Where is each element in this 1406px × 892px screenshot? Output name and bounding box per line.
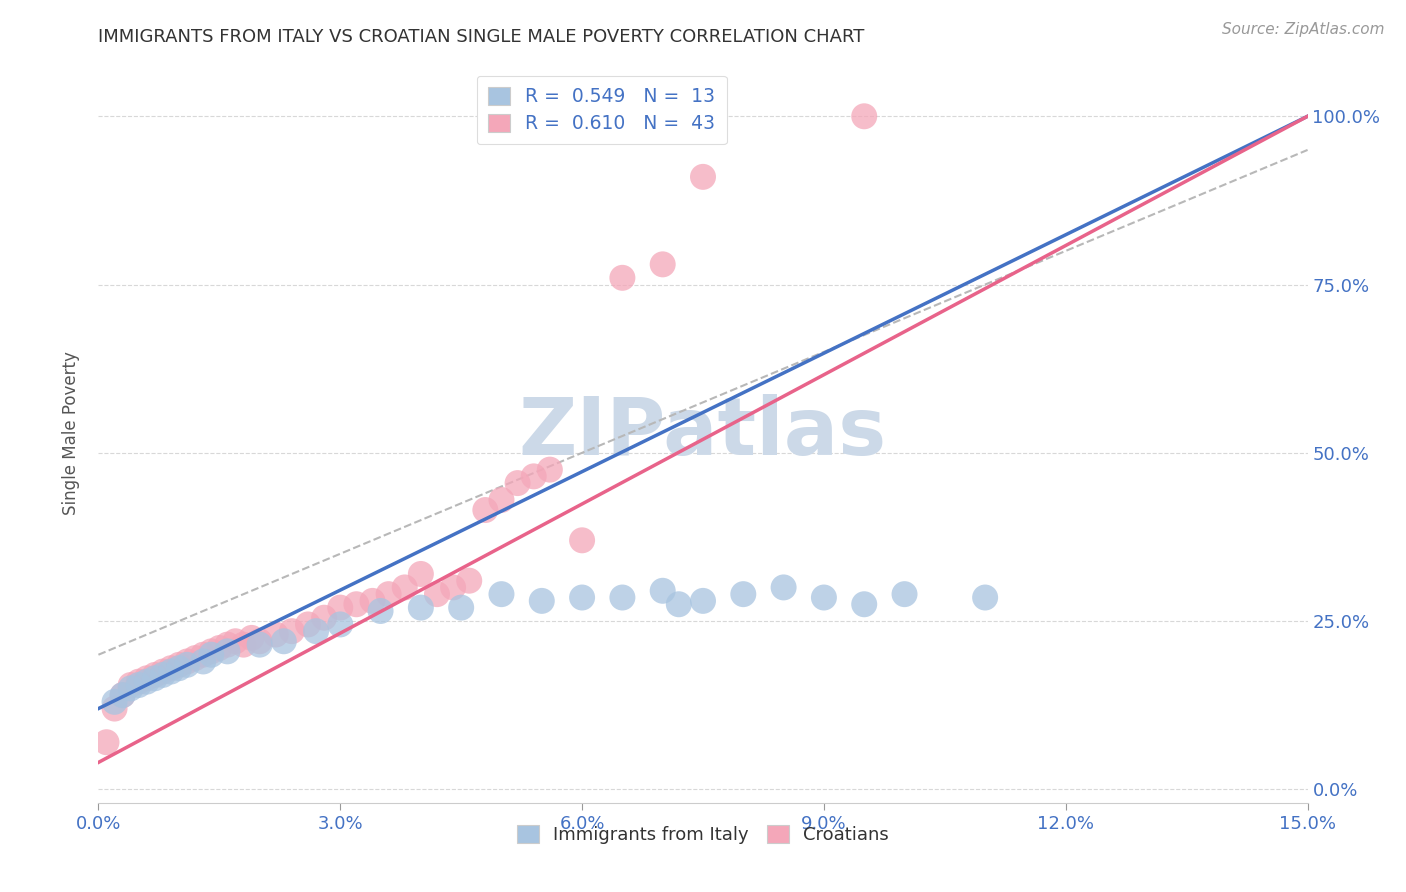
Point xyxy=(120,681,142,696)
Text: ZIPatlas: ZIPatlas xyxy=(519,393,887,472)
Point xyxy=(377,587,399,601)
Point xyxy=(329,617,352,632)
Point xyxy=(297,617,319,632)
Point xyxy=(571,591,593,605)
Point xyxy=(152,665,174,679)
Point xyxy=(193,648,215,662)
Point xyxy=(361,594,384,608)
Point xyxy=(409,566,432,581)
Point xyxy=(370,604,392,618)
Point xyxy=(305,624,328,639)
Legend: Immigrants from Italy, Croatians: Immigrants from Italy, Croatians xyxy=(508,816,898,853)
Point xyxy=(167,657,190,672)
Point xyxy=(152,668,174,682)
Point xyxy=(329,600,352,615)
Point xyxy=(273,634,295,648)
Point xyxy=(853,109,876,123)
Point xyxy=(217,644,239,658)
Y-axis label: Single Male Poverty: Single Male Poverty xyxy=(62,351,80,515)
Point xyxy=(111,688,134,702)
Point xyxy=(692,169,714,184)
Point xyxy=(264,627,287,641)
Point xyxy=(167,661,190,675)
Point xyxy=(491,587,513,601)
Point xyxy=(394,581,416,595)
Point xyxy=(523,469,546,483)
Point xyxy=(200,644,222,658)
Point xyxy=(128,678,150,692)
Point xyxy=(474,503,496,517)
Point xyxy=(974,591,997,605)
Point xyxy=(530,594,553,608)
Point xyxy=(692,594,714,608)
Point xyxy=(232,638,254,652)
Point xyxy=(135,674,157,689)
Point xyxy=(733,587,755,601)
Point xyxy=(200,648,222,662)
Point xyxy=(491,492,513,507)
Point xyxy=(893,587,915,601)
Point xyxy=(612,591,634,605)
Point xyxy=(314,611,336,625)
Point xyxy=(96,735,118,749)
Point xyxy=(651,583,673,598)
Point xyxy=(143,671,166,685)
Point xyxy=(651,257,673,271)
Point xyxy=(160,665,183,679)
Point xyxy=(772,581,794,595)
Point xyxy=(249,634,271,648)
Point xyxy=(240,631,263,645)
Point xyxy=(409,600,432,615)
Point xyxy=(193,655,215,669)
Point xyxy=(426,587,449,601)
Point xyxy=(176,657,198,672)
Text: IMMIGRANTS FROM ITALY VS CROATIAN SINGLE MALE POVERTY CORRELATION CHART: IMMIGRANTS FROM ITALY VS CROATIAN SINGLE… xyxy=(98,28,865,45)
Point xyxy=(441,581,464,595)
Point xyxy=(217,638,239,652)
Point xyxy=(538,462,561,476)
Point xyxy=(506,476,529,491)
Point xyxy=(813,591,835,605)
Point xyxy=(249,638,271,652)
Point xyxy=(344,597,367,611)
Point xyxy=(111,688,134,702)
Point xyxy=(128,674,150,689)
Point xyxy=(224,634,246,648)
Point xyxy=(120,678,142,692)
Point xyxy=(612,270,634,285)
Point xyxy=(160,661,183,675)
Point xyxy=(281,624,304,639)
Point xyxy=(135,671,157,685)
Point xyxy=(176,655,198,669)
Point xyxy=(103,695,125,709)
Point xyxy=(668,597,690,611)
Point xyxy=(458,574,481,588)
Point xyxy=(103,701,125,715)
Point xyxy=(571,533,593,548)
Point xyxy=(450,600,472,615)
Text: Source: ZipAtlas.com: Source: ZipAtlas.com xyxy=(1222,22,1385,37)
Point xyxy=(184,651,207,665)
Point xyxy=(853,597,876,611)
Point xyxy=(143,668,166,682)
Point xyxy=(208,640,231,655)
